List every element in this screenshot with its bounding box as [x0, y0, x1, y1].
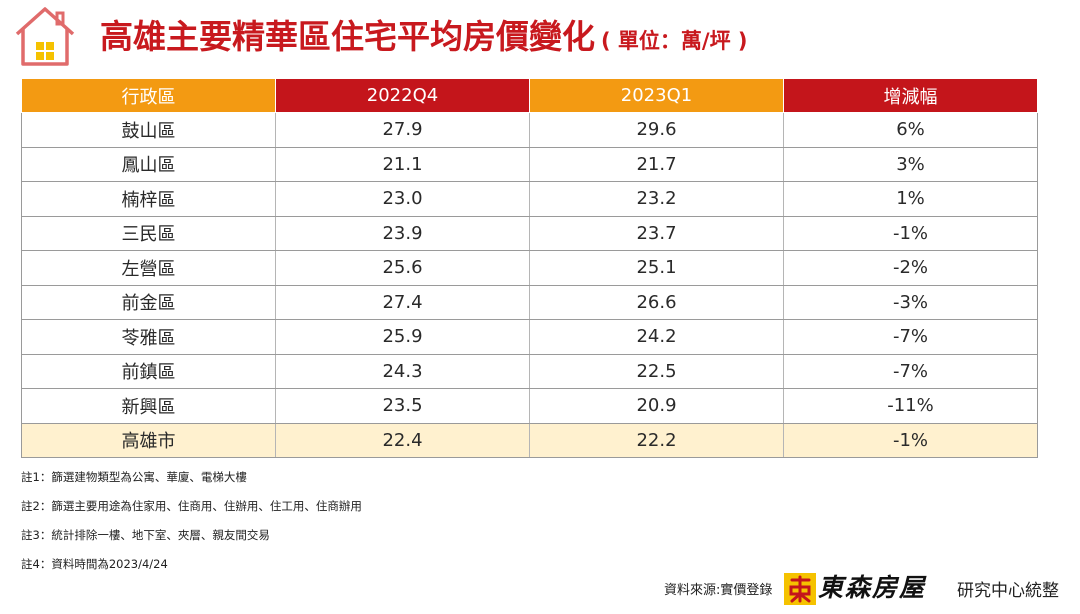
value-2023q1-cell: 21.7: [529, 147, 784, 182]
value-2023q1-cell: 22.2: [529, 423, 784, 458]
note-4: 註4：資料時間為2023/4/24: [21, 557, 168, 571]
value-2023q1-cell: 29.6: [529, 112, 784, 148]
value-2022q4-cell: 27.9: [275, 112, 530, 148]
value-2022q4-cell: 25.9: [275, 319, 530, 355]
brand-logo-icon: [784, 573, 816, 605]
department-text: 研究中心統整: [957, 581, 1059, 601]
header-row: 行政區 2022Q4 2023Q1 增減幅: [21, 78, 1038, 113]
brand-name: 東森房屋: [818, 573, 927, 602]
total-row: 高雄市 22.4 22.2 -1%: [21, 423, 1038, 458]
change-cell: 6%: [783, 112, 1038, 148]
source-text: 資料來源:實價登錄: [664, 583, 773, 598]
district-cell: 前鎮區: [21, 354, 276, 389]
price-table: 行政區 2022Q4 2023Q1 增減幅 鼓山區 27.9 29.6 6% 鳳山區 21…: [21, 78, 1038, 458]
title-text: 高雄主要精華區住宅平均房價變化: [100, 17, 595, 56]
unit-label: ( 單位：萬/坪 ): [601, 29, 748, 53]
table-row: 前鎮區 24.3 22.5 -7%: [21, 354, 1038, 389]
district-cell: 新興區: [21, 388, 276, 424]
table-row: 苓雅區 25.9 24.2 -7%: [21, 319, 1038, 355]
house-icon: [15, 7, 75, 66]
district-cell: 苓雅區: [21, 319, 276, 355]
value-2022q4-cell: 22.4: [275, 423, 530, 458]
change-cell: 3%: [783, 147, 1038, 182]
value-2023q1-cell: 20.9: [529, 388, 784, 424]
district-cell: 三民區: [21, 216, 276, 251]
value-2022q4-cell: 25.6: [275, 250, 530, 286]
value-2023q1-cell: 24.2: [529, 319, 784, 355]
change-cell: -7%: [783, 319, 1038, 355]
change-cell: -1%: [783, 216, 1038, 251]
district-cell: 鼓山區: [21, 112, 276, 148]
header-2022q4: 2022Q4: [275, 78, 530, 113]
change-cell: -3%: [783, 285, 1038, 320]
change-cell: 1%: [783, 181, 1038, 217]
change-cell: -1%: [783, 423, 1038, 458]
district-cell: 左營區: [21, 250, 276, 286]
table-row: 楠梓區 23.0 23.2 1%: [21, 181, 1038, 217]
value-2022q4-cell: 23.9: [275, 216, 530, 251]
value-2022q4-cell: 24.3: [275, 354, 530, 389]
table-row: 鳳山區 21.1 21.7 3%: [21, 147, 1038, 182]
change-cell: -7%: [783, 354, 1038, 389]
header-change: 增減幅: [783, 78, 1038, 113]
table-row: 三民區 23.9 23.7 -1%: [21, 216, 1038, 251]
value-2023q1-cell: 23.2: [529, 181, 784, 217]
table-row: 前金區 27.4 26.6 -3%: [21, 285, 1038, 320]
value-2023q1-cell: 23.7: [529, 216, 784, 251]
value-2023q1-cell: 22.5: [529, 354, 784, 389]
table-row: 鼓山區 27.9 29.6 6%: [21, 112, 1038, 148]
district-cell: 鳳山區: [21, 147, 276, 182]
change-cell: -11%: [783, 388, 1038, 424]
value-2023q1-cell: 25.1: [529, 250, 784, 286]
value-2022q4-cell: 27.4: [275, 285, 530, 320]
page-title: 高雄主要精華區住宅平均房價變化( 單位：萬/坪 ): [100, 12, 748, 62]
value-2023q1-cell: 26.6: [529, 285, 784, 320]
district-cell: 楠梓區: [21, 181, 276, 217]
change-cell: -2%: [783, 250, 1038, 286]
note-1: 註1：篩選建物類型為公寓、華廈、電梯大樓: [21, 470, 247, 484]
table-row: 新興區 23.5 20.9 -11%: [21, 388, 1038, 424]
value-2022q4-cell: 21.1: [275, 147, 530, 182]
district-cell: 前金區: [21, 285, 276, 320]
district-cell: 高雄市: [21, 423, 276, 458]
header-district: 行政區: [21, 78, 276, 113]
table-row: 左營區 25.6 25.1 -2%: [21, 250, 1038, 286]
value-2022q4-cell: 23.5: [275, 388, 530, 424]
notes: 註1：篩選建物類型為公寓、華廈、電梯大樓 註2：篩選主要用途為住家用、住商用、住…: [21, 468, 362, 584]
note-2: 註2：篩選主要用途為住家用、住商用、住辦用、住工用、住商辦用: [21, 499, 362, 513]
value-2022q4-cell: 23.0: [275, 181, 530, 217]
header-2023q1: 2023Q1: [529, 78, 784, 113]
note-3: 註3：統計排除一樓、地下室、夾層、親友間交易: [21, 528, 270, 542]
